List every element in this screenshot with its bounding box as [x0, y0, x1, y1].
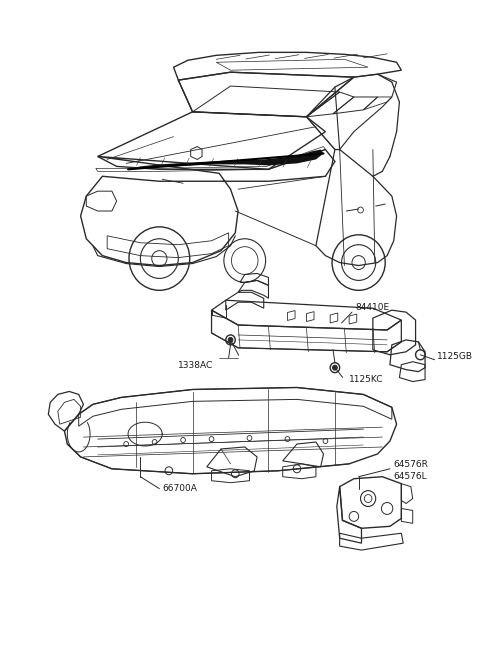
Circle shape [333, 365, 337, 370]
Circle shape [228, 337, 233, 342]
Text: 84410E: 84410E [356, 302, 390, 312]
Polygon shape [128, 150, 324, 169]
Text: 64576R: 64576R [394, 461, 429, 469]
Text: 1125KC: 1125KC [349, 375, 384, 384]
Text: 64576L: 64576L [394, 472, 427, 482]
Text: 1125GB: 1125GB [437, 352, 473, 361]
Text: 66700A: 66700A [162, 484, 197, 493]
Text: 1338AC: 1338AC [179, 361, 214, 370]
